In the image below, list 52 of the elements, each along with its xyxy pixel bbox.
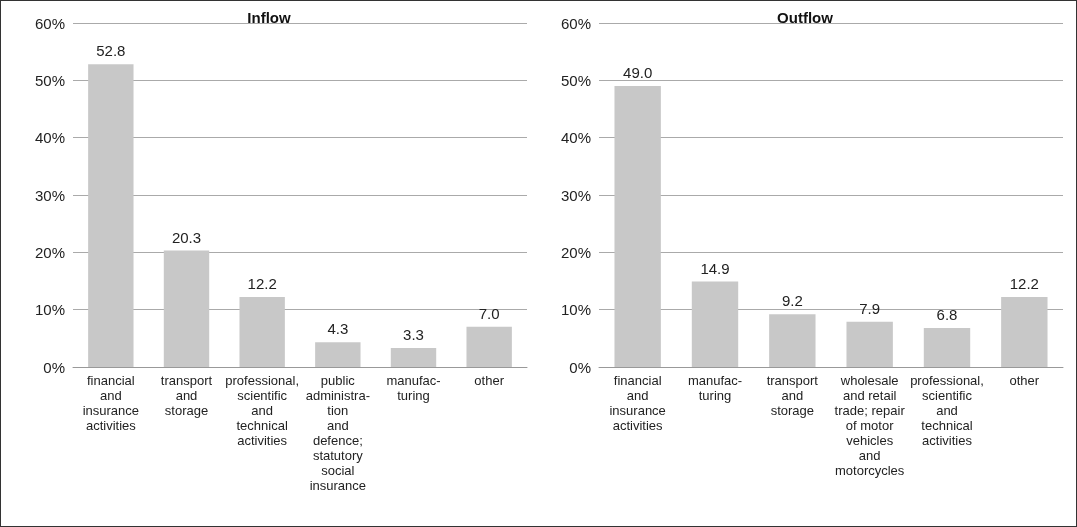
y-tick-label: 20%: [34, 243, 65, 261]
y-tick-label: 20%: [560, 243, 591, 261]
bar: [466, 326, 512, 367]
bar: [163, 250, 210, 367]
data-label: 7.9: [859, 299, 881, 317]
x-tick-label: other: [474, 373, 505, 388]
bar: [315, 342, 361, 367]
data-label: 12.2: [1009, 275, 1039, 293]
data-label: 52.8: [96, 42, 126, 60]
y-tick-label: 30%: [560, 186, 591, 204]
data-label: 9.2: [781, 292, 803, 310]
data-label: 14.9: [700, 259, 730, 277]
data-label: 7.0: [478, 304, 500, 322]
x-tick-label: financial and insurance activities: [82, 373, 140, 433]
bar: [691, 281, 739, 367]
y-tick-label: 60%: [34, 14, 65, 32]
bar: [614, 86, 661, 367]
data-label: 4.3: [327, 320, 349, 338]
y-tick-label: 40%: [560, 129, 591, 147]
x-tick-label: wholesale and retail trade; repair of motor vehicles and motorcycles: [834, 373, 906, 478]
x-tick-label: transport and storage: [766, 373, 819, 418]
bar: [239, 297, 285, 367]
y-tick-label: 40%: [34, 129, 65, 147]
bar: [390, 348, 437, 367]
x-tick-label: other: [1009, 373, 1040, 388]
data-label: 6.8: [936, 306, 958, 324]
data-label: 12.2: [247, 275, 277, 293]
data-label: 49.0: [623, 64, 653, 82]
x-tick-label: manufac- turing: [386, 373, 441, 403]
y-tick-label: 10%: [560, 301, 591, 319]
data-label: 20.3: [171, 228, 202, 246]
bar: [88, 64, 134, 367]
bar: [1001, 297, 1048, 367]
data-label: 3.3: [403, 326, 424, 344]
y-tick-label: 10%: [34, 301, 65, 319]
y-tick-label: 30%: [34, 186, 65, 204]
y-tick-label: 60%: [560, 14, 591, 32]
x-tick-label: manufac- turing: [687, 373, 743, 403]
x-tick-label: public administra- tion and defence; statutory social insurance: [305, 373, 370, 493]
x-tick-label: professional, scientific and technical activities: [225, 373, 300, 448]
y-tick-label: 50%: [560, 71, 591, 89]
y-tick-label: 0%: [569, 358, 591, 376]
chart-title: Outflow: [777, 9, 834, 26]
x-tick-label: transport and storage: [160, 373, 213, 418]
x-tick-label: financial and insurance activities: [609, 373, 666, 433]
y-tick-label: 0%: [43, 358, 65, 376]
y-tick-label: 50%: [34, 71, 65, 89]
bar: [923, 328, 971, 367]
bar: [846, 321, 893, 367]
x-tick-label: professional, scientific and technical activities: [910, 373, 984, 448]
chart-title: Inflow: [247, 9, 291, 26]
bar: [769, 314, 816, 367]
